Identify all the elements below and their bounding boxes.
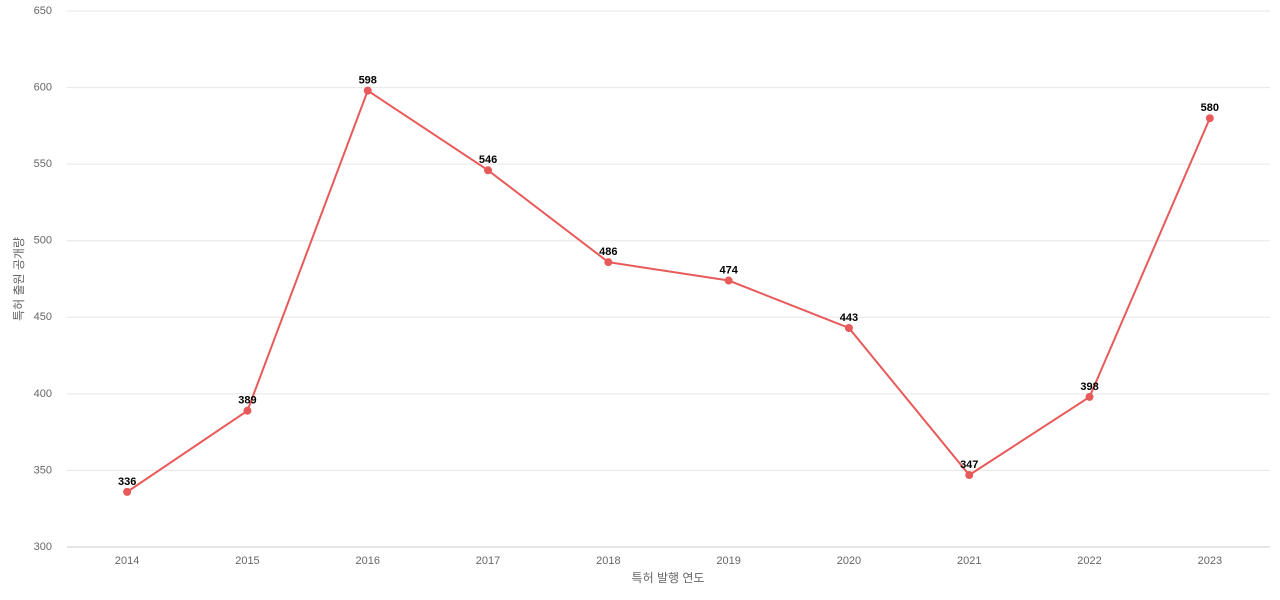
data-label: 443 [840,312,858,324]
line [126,89,1211,493]
point [965,471,974,480]
data-label: 486 [599,246,617,258]
x-tick-label: 2016 [356,555,380,567]
y-axis-title: 특허 출원 공개량 [12,237,26,321]
data-label: 336 [118,476,136,488]
point [243,406,252,415]
data-label: 598 [359,75,377,87]
point [363,86,372,95]
data-label: 389 [238,395,256,407]
y-tick-label: 350 [34,464,52,476]
x-tick-label: 2019 [716,555,740,567]
x-tick-label: 2015 [235,555,259,567]
x-axis-title: 특허 발행 연도 [632,570,705,585]
data-label: 474 [719,264,738,276]
y-tick-label: 450 [34,311,52,323]
data-label: 347 [960,459,978,471]
data-label: 398 [1080,381,1098,393]
point [1085,392,1094,401]
x-tick-label: 2023 [1198,555,1222,567]
y-tick-label: 300 [34,541,52,553]
y-tick-label: 600 [34,81,52,93]
point [484,166,493,175]
data-label: 580 [1201,102,1219,114]
point [123,487,132,496]
point [1205,114,1214,123]
data-label: 546 [479,154,497,166]
y-tick-label: 550 [34,158,52,170]
x-tick-label: 2017 [476,555,500,567]
point [604,258,613,267]
point [844,324,853,333]
x-tick-label: 2020 [837,555,861,567]
x-tick-label: 2014 [115,555,139,567]
x-tick-label: 2018 [596,555,620,567]
point [724,276,733,285]
y-tick-label: 650 [34,5,52,17]
x-tick-label: 2022 [1077,555,1101,567]
y-tick-label: 400 [34,388,52,400]
y-tick-label: 500 [34,235,52,247]
x-tick-label: 2021 [957,555,981,567]
